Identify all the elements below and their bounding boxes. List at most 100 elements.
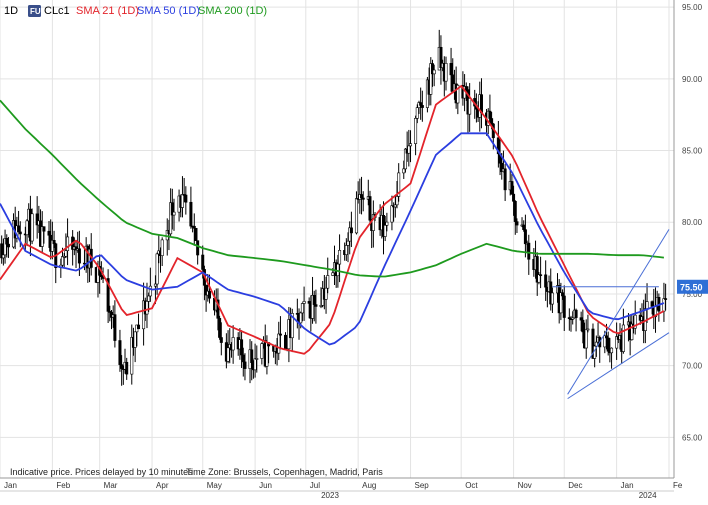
candle-body <box>145 301 149 315</box>
futures-badge-icon <box>28 5 41 17</box>
candle-body <box>360 194 364 199</box>
candle-body <box>6 243 10 248</box>
candle-body <box>17 225 21 233</box>
x-tick-label: Jan <box>4 481 17 490</box>
y-tick-label: 85.00 <box>682 147 703 156</box>
candle-body <box>147 295 151 302</box>
candle-body <box>662 298 666 312</box>
candle-body <box>559 292 563 314</box>
candle-body <box>581 319 585 333</box>
candle-body <box>664 298 668 300</box>
candle-body <box>324 287 328 300</box>
candle-body <box>432 69 436 75</box>
candle-body <box>290 313 294 339</box>
candle-body <box>133 331 137 348</box>
candle-body <box>414 118 418 144</box>
x-tick-label: Nov <box>518 481 532 490</box>
candle-body <box>395 196 399 206</box>
candle-body <box>240 339 244 356</box>
x-tick-label: Fe <box>673 481 683 490</box>
candle-body <box>278 333 282 336</box>
legend-sma200[interactable]: SMA 200 (1D) <box>198 5 267 17</box>
interval-label[interactable]: 1D <box>4 5 18 17</box>
candle-body <box>218 318 222 338</box>
last-price-badge <box>677 279 708 294</box>
candle-body <box>192 225 196 229</box>
candle-body <box>523 229 527 245</box>
candle-body <box>30 213 34 242</box>
candle-body <box>64 250 68 257</box>
candle-body <box>591 328 595 359</box>
candle-body <box>226 347 230 362</box>
x-tick-label: Feb <box>56 481 70 490</box>
candle-body <box>201 254 205 270</box>
candle-body <box>184 194 188 203</box>
candle-body <box>155 253 159 285</box>
candle-body <box>300 303 304 314</box>
candle-body <box>510 181 514 195</box>
x-year-label: 2023 <box>321 491 339 500</box>
timezone-note: Time Zone: Brussels, Copenhagen, Madrid,… <box>186 467 383 477</box>
candle-body <box>137 324 141 330</box>
candle-body <box>522 224 526 230</box>
candle-body <box>407 145 411 154</box>
candle-body <box>284 334 288 350</box>
candle-body <box>338 250 342 265</box>
candle-body <box>1 254 5 259</box>
candle-body <box>390 205 394 223</box>
candle-body <box>393 204 397 208</box>
legend-sma21[interactable]: SMA 21 (1D) <box>76 5 139 17</box>
candle-body <box>336 263 340 277</box>
symbol-label[interactable]: CLc1 <box>44 5 70 17</box>
candle-body <box>456 85 460 104</box>
candle-body <box>299 312 303 324</box>
candle-body <box>579 317 583 321</box>
x-tick-label: Oct <box>465 481 478 490</box>
candle-body <box>231 337 235 351</box>
candle-body <box>368 196 372 221</box>
candle-body <box>544 274 548 288</box>
candle-body <box>383 224 387 237</box>
last-price-label: 75.50 <box>680 282 703 292</box>
candle-body <box>314 304 318 307</box>
candle-body <box>621 324 625 352</box>
candle-body <box>515 221 519 226</box>
y-tick-label: 95.00 <box>682 3 703 12</box>
futures-badge: FU <box>30 7 41 16</box>
candle-body <box>207 290 211 299</box>
candle-body <box>196 240 200 256</box>
x-tick-label: Jul <box>310 481 320 490</box>
candle-body <box>260 343 264 359</box>
trendline <box>567 332 670 400</box>
candle-body <box>535 256 539 283</box>
candle-body <box>449 63 453 76</box>
legend-sma50[interactable]: SMA 50 (1D) <box>137 5 200 17</box>
candle-body <box>255 358 259 360</box>
candle-body <box>490 118 494 125</box>
candle-body <box>361 197 365 200</box>
candle-body <box>349 227 353 234</box>
candle-body <box>172 211 176 216</box>
candle-body <box>77 248 81 264</box>
y-tick-label: 75.00 <box>682 290 703 299</box>
x-tick-label: Jun <box>259 481 272 490</box>
candle-body <box>550 292 554 305</box>
candle-body <box>562 295 566 318</box>
candle-body <box>512 193 516 202</box>
candle-body <box>113 314 117 341</box>
candle-body <box>219 337 223 343</box>
candle-body <box>52 240 56 245</box>
candle-body <box>650 301 654 307</box>
candle-body <box>66 236 70 251</box>
candle-body <box>420 105 424 108</box>
candle-body <box>468 98 472 115</box>
candle-body <box>18 231 22 235</box>
sma50-line <box>0 132 665 346</box>
x-tick-label: Apr <box>156 481 169 490</box>
candle-body <box>604 335 608 339</box>
x-year-label: 2024 <box>639 491 657 500</box>
sma21-line <box>0 84 665 355</box>
candle-body <box>326 275 330 289</box>
